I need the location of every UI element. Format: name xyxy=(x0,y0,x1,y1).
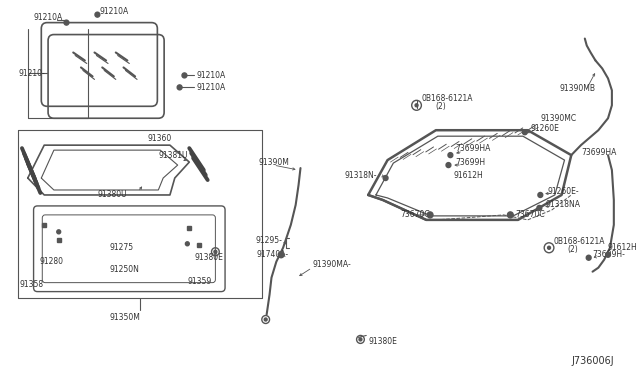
Text: 73699H: 73699H xyxy=(455,158,485,167)
Circle shape xyxy=(383,176,388,180)
Circle shape xyxy=(177,85,182,90)
Text: 91390MA-: 91390MA- xyxy=(312,260,351,269)
Circle shape xyxy=(537,205,542,211)
Text: 73670C: 73670C xyxy=(400,211,429,219)
Text: 91390MC: 91390MC xyxy=(540,114,577,123)
Text: 91295-: 91295- xyxy=(255,236,282,245)
Circle shape xyxy=(586,255,591,260)
Text: (2): (2) xyxy=(568,245,578,254)
Text: 91318N-: 91318N- xyxy=(345,170,378,180)
Circle shape xyxy=(427,212,433,218)
Circle shape xyxy=(64,20,69,25)
Circle shape xyxy=(186,242,189,246)
Text: 73670C: 73670C xyxy=(515,211,545,219)
Text: 91380E: 91380E xyxy=(368,337,397,346)
Text: 91390M: 91390M xyxy=(259,158,290,167)
Text: 91210-: 91210- xyxy=(18,69,45,78)
Text: 91360: 91360 xyxy=(148,134,172,143)
Circle shape xyxy=(605,252,611,257)
Circle shape xyxy=(264,318,267,321)
Text: 73699HA: 73699HA xyxy=(581,148,616,157)
Text: 91210A: 91210A xyxy=(33,13,63,22)
Text: 91250N: 91250N xyxy=(110,265,140,274)
Text: 91275: 91275 xyxy=(109,243,133,252)
Circle shape xyxy=(548,246,550,249)
Text: 0B168-6121A: 0B168-6121A xyxy=(421,94,473,103)
Text: 91390MB: 91390MB xyxy=(559,84,596,93)
Text: 0B168-6121A: 0B168-6121A xyxy=(554,237,605,246)
Circle shape xyxy=(415,104,418,107)
Circle shape xyxy=(448,153,453,158)
Circle shape xyxy=(95,12,100,17)
Circle shape xyxy=(538,192,543,198)
Text: 73699HA: 73699HA xyxy=(455,144,491,153)
Circle shape xyxy=(446,163,451,167)
Circle shape xyxy=(214,250,217,253)
Text: 91318NA: 91318NA xyxy=(545,201,580,209)
Text: 91380E: 91380E xyxy=(194,253,223,262)
Circle shape xyxy=(522,130,527,135)
Circle shape xyxy=(359,338,362,341)
Text: 91210A: 91210A xyxy=(196,71,225,80)
Text: J736006J: J736006J xyxy=(572,356,614,366)
Circle shape xyxy=(182,73,187,78)
Text: 91260E-: 91260E- xyxy=(547,187,579,196)
Text: 91260E: 91260E xyxy=(531,124,559,133)
Circle shape xyxy=(508,212,513,218)
Text: 73699H-: 73699H- xyxy=(593,250,625,259)
Text: 91210A: 91210A xyxy=(99,7,129,16)
Text: 91612H: 91612H xyxy=(607,243,637,252)
Text: 91612H: 91612H xyxy=(453,170,483,180)
Circle shape xyxy=(278,252,284,258)
Text: 91359: 91359 xyxy=(188,277,212,286)
Text: 91358: 91358 xyxy=(19,280,43,289)
Text: 91280: 91280 xyxy=(40,257,63,266)
Text: 91350M: 91350M xyxy=(109,313,140,322)
Text: (2): (2) xyxy=(435,102,445,111)
Text: 91740A-: 91740A- xyxy=(257,250,289,259)
Text: 91380U: 91380U xyxy=(97,190,127,199)
Text: 91381U: 91381U xyxy=(158,151,188,160)
Circle shape xyxy=(57,230,61,234)
Text: 91210A: 91210A xyxy=(196,83,225,92)
